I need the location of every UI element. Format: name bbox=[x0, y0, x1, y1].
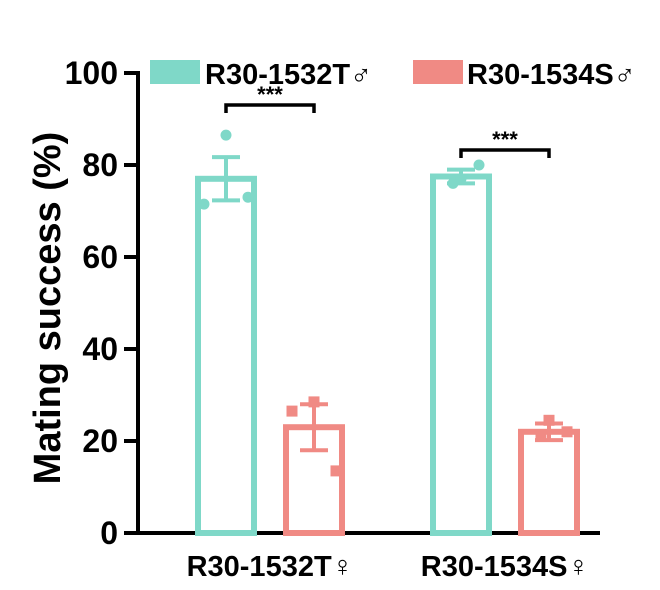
legend-swatch bbox=[413, 60, 463, 84]
y-tick-label: 0 bbox=[100, 515, 118, 551]
data-point bbox=[473, 159, 485, 171]
significance-label: *** bbox=[492, 127, 518, 152]
legend-label: R30-1532T♂ bbox=[205, 59, 372, 91]
significance-bracket bbox=[224, 103, 316, 113]
data-point bbox=[455, 173, 467, 185]
y-tick-label: 60 bbox=[82, 239, 118, 275]
bars bbox=[195, 129, 580, 537]
data-point bbox=[535, 430, 547, 442]
significance-label: *** bbox=[257, 82, 283, 107]
y-tick-label: 20 bbox=[82, 423, 118, 459]
x-tick-label: R30-1534S♀ bbox=[421, 551, 589, 583]
data-point bbox=[447, 177, 459, 189]
data-point bbox=[286, 405, 298, 417]
y-tick-label: 80 bbox=[82, 147, 118, 183]
bar bbox=[518, 428, 580, 536]
significance-annotations: *** *** bbox=[224, 82, 551, 158]
legend-label: R30-1534S♂ bbox=[467, 59, 635, 91]
y-tick-label: 40 bbox=[82, 331, 118, 367]
data-point bbox=[543, 414, 555, 426]
data-point bbox=[198, 198, 210, 210]
data-point bbox=[330, 465, 342, 477]
legend-swatch bbox=[150, 60, 200, 84]
significance-bracket bbox=[459, 148, 551, 158]
legend: R30-1532T♂ R30-1534S♂ bbox=[150, 59, 635, 91]
y-axis-label: Mating success (%) bbox=[27, 132, 69, 485]
data-point bbox=[242, 191, 254, 203]
data-point bbox=[308, 396, 320, 408]
axes: 0 20 40 60 80 100 Mating success (%) R30-1532T♀… bbox=[27, 55, 600, 583]
x-tick-label: R30-1532T♀ bbox=[187, 551, 354, 583]
bar bbox=[430, 173, 492, 536]
bar bbox=[195, 175, 257, 537]
data-point bbox=[561, 426, 573, 438]
data-point bbox=[220, 129, 232, 141]
y-tick-label: 100 bbox=[65, 55, 118, 91]
